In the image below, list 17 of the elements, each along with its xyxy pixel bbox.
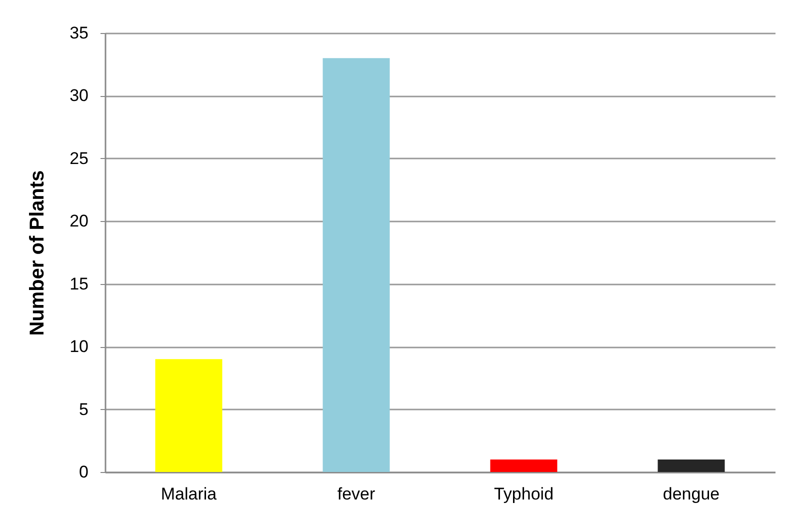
y-tick-label: 30 [70, 86, 88, 106]
bar [490, 459, 558, 472]
y-tick-label: 25 [70, 148, 88, 168]
bar [322, 58, 390, 472]
x-tick-label: fever [337, 484, 376, 504]
x-tick-label: Typhoid [494, 484, 554, 504]
x-tick-label: Malaria [160, 484, 218, 504]
y-tick-label: 0 [79, 462, 88, 482]
y-tick-label: 5 [79, 400, 88, 419]
x-tick-label: dengue [662, 484, 720, 504]
y-tick-label: 35 [70, 24, 88, 42]
y-tick-label: 10 [70, 337, 88, 356]
y-tick-label: 20 [70, 212, 88, 231]
bar [155, 359, 222, 472]
y-tick-label: 15 [70, 274, 88, 294]
bar [658, 459, 725, 472]
y-axis-title: Number of Plants [26, 170, 49, 336]
